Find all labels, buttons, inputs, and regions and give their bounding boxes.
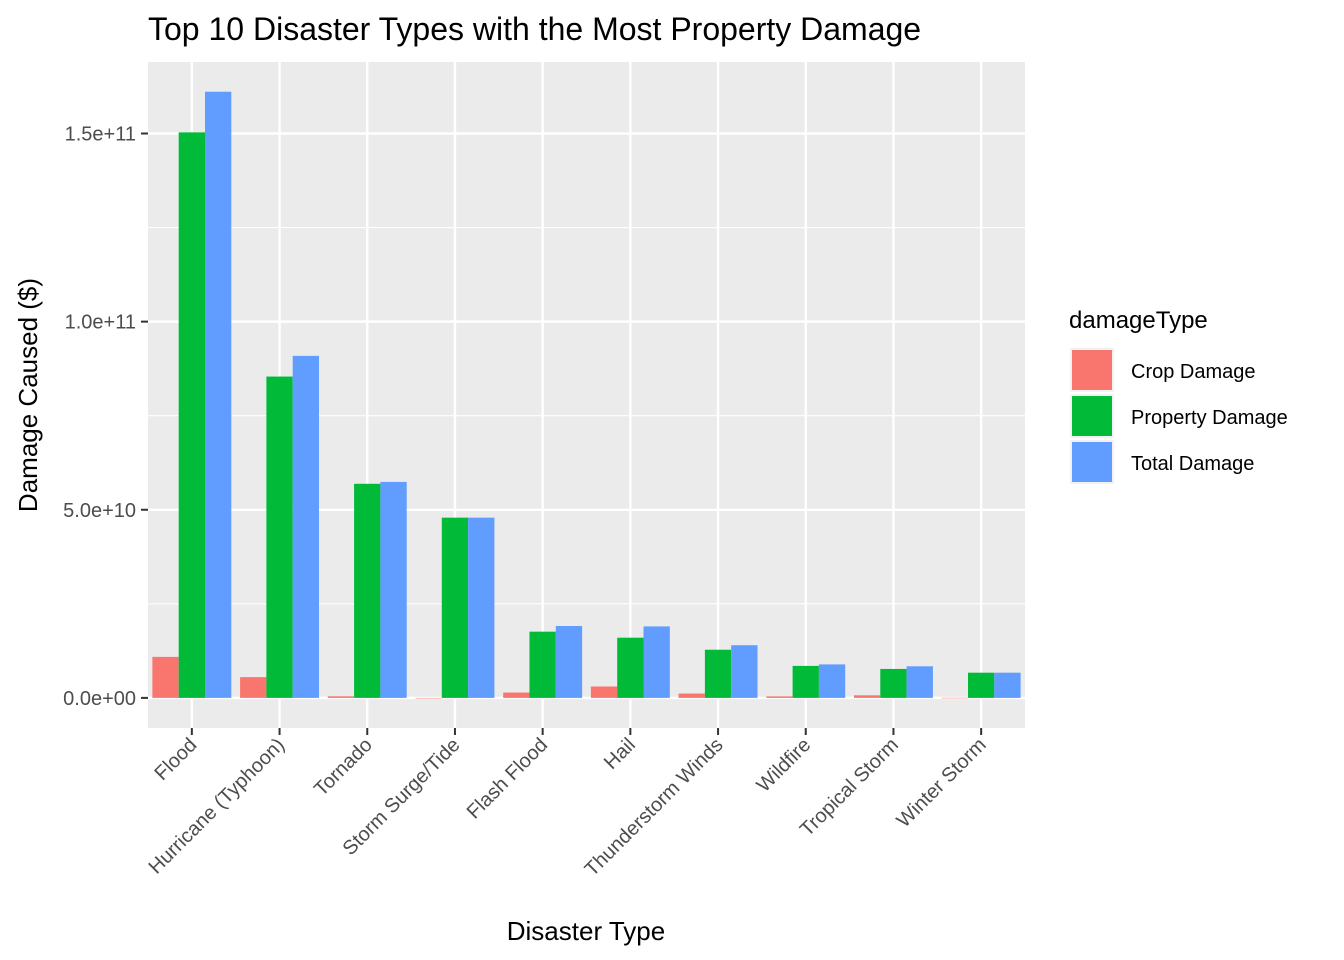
- x-tick-label: Wildfire: [753, 734, 816, 797]
- x-tick-label: Tornado: [310, 734, 377, 801]
- y-axis: 0.0e+00 5.0e+10 1.0e+11 1.5e+11: [63, 123, 148, 710]
- bar-crop-damage: [941, 697, 968, 699]
- legend-label: Total Damage: [1131, 453, 1254, 475]
- y-tick-label: 1.5e+11: [65, 123, 136, 145]
- bar-crop-damage: [766, 696, 793, 698]
- y-axis-title: Damage Caused ($): [13, 278, 43, 512]
- x-tick-label: Winter Storm: [893, 734, 991, 832]
- x-tick-label: Flood: [150, 734, 201, 785]
- bar-total-damage: [818, 664, 846, 698]
- bars: [152, 91, 1021, 699]
- y-tick-label: 0.0e+00: [63, 688, 136, 710]
- bar-property-damage: [792, 665, 819, 698]
- bar-total-damage: [643, 626, 670, 698]
- legend-label: Crop Damage: [1131, 361, 1256, 383]
- bar-total-damage: [468, 517, 495, 698]
- bar-property-damage: [704, 649, 732, 698]
- bar-crop-damage: [240, 677, 267, 698]
- bar-property-damage: [441, 517, 469, 698]
- bar-total-damage: [906, 666, 933, 698]
- bar-property-damage: [178, 132, 206, 698]
- bar-total-damage: [205, 91, 232, 698]
- bar-crop-damage: [590, 686, 618, 698]
- legend-label: Property Damage: [1131, 407, 1288, 429]
- bar-property-damage: [967, 672, 995, 698]
- x-axis-title: Disaster Type: [507, 916, 665, 946]
- bar-crop-damage: [415, 697, 442, 699]
- bar-property-damage: [354, 483, 381, 698]
- bar-property-damage: [617, 637, 644, 698]
- bar-property-damage: [529, 631, 556, 698]
- legend-swatch: [1072, 396, 1112, 436]
- bar-crop-damage: [503, 692, 530, 698]
- bar-crop-damage: [853, 695, 881, 698]
- bar-crop-damage: [152, 656, 179, 698]
- bar-total-damage: [555, 626, 583, 698]
- legend: damageType Crop Damage Property Damage Tot…: [1069, 307, 1288, 484]
- y-tick-label: 5.0e+10: [63, 500, 136, 522]
- legend-title: damageType: [1069, 307, 1208, 334]
- x-tick-label: Hail: [600, 734, 640, 774]
- chart-title: Top 10 Disaster Types with the Most Prop…: [148, 11, 921, 47]
- bar-total-damage: [731, 645, 758, 698]
- bar-crop-damage: [678, 693, 705, 698]
- x-tick-label: Flash Flood: [463, 734, 552, 823]
- bar-total-damage: [380, 481, 407, 698]
- bar-property-damage: [880, 668, 907, 698]
- bar-property-damage: [266, 376, 293, 698]
- legend-swatch: [1072, 442, 1112, 482]
- bar-crop-damage: [327, 696, 355, 698]
- y-tick-label: 1.0e+11: [65, 312, 136, 334]
- bar-total-damage: [292, 355, 320, 698]
- legend-swatch: [1072, 350, 1112, 390]
- bar-total-damage: [994, 672, 1021, 698]
